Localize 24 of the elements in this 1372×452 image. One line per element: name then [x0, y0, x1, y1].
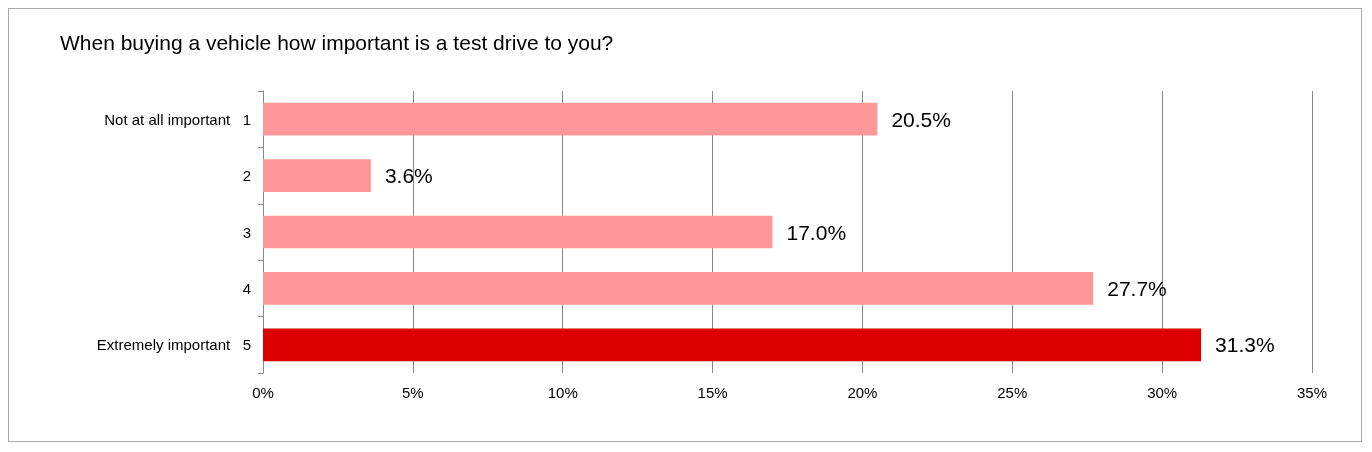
y-tick-label: 3	[242, 223, 251, 241]
bar	[263, 272, 1094, 305]
x-tick-label: 35%	[1296, 384, 1328, 401]
y-tick-label: 4	[242, 279, 251, 297]
x-tick-label: 20%	[847, 384, 878, 401]
x-tick-label: 25%	[997, 384, 1028, 401]
data-label: 17.0%	[786, 220, 847, 244]
x-tick-label: 30%	[1147, 384, 1178, 401]
chart-title: When buying a vehicle how important is a test drive to you?	[60, 31, 614, 54]
x-tick-label: 0%	[252, 384, 274, 401]
data-label: 3.6%	[384, 164, 433, 188]
y-tick-label: Extremely important 5	[96, 336, 251, 354]
x-tick-label: 15%	[697, 384, 728, 401]
x-tick-label: 10%	[547, 384, 578, 401]
bar	[263, 215, 773, 249]
bar	[263, 159, 371, 192]
bar	[263, 328, 1202, 362]
x-tick-label: 5%	[402, 384, 424, 401]
data-label: 31.3%	[1215, 333, 1275, 357]
bar	[263, 102, 878, 136]
y-tick-label: Not at all important 1	[104, 110, 251, 128]
data-label: 20.5%	[891, 107, 951, 131]
data-label: 27.7%	[1107, 276, 1167, 300]
y-tick-label: 2	[242, 167, 251, 185]
